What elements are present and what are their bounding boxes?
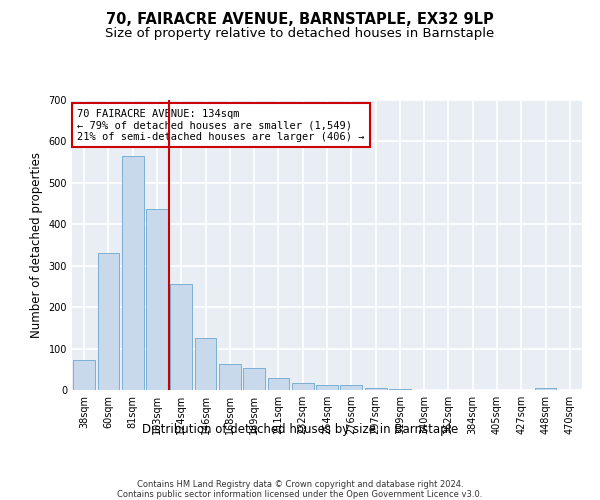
Bar [340, 386, 362, 390]
Bar [122, 156, 143, 390]
Bar [146, 209, 168, 390]
Bar [268, 378, 289, 390]
Bar [97, 254, 119, 390]
Bar [316, 384, 338, 390]
Bar [170, 284, 192, 390]
Text: 70, FAIRACRE AVENUE, BARNSTAPLE, EX32 9LP: 70, FAIRACRE AVENUE, BARNSTAPLE, EX32 9L… [106, 12, 494, 28]
Text: Distribution of detached houses by size in Barnstaple: Distribution of detached houses by size … [142, 422, 458, 436]
Y-axis label: Number of detached properties: Number of detached properties [30, 152, 43, 338]
Bar [292, 383, 314, 390]
Bar [219, 364, 241, 390]
Text: Size of property relative to detached houses in Barnstaple: Size of property relative to detached ho… [106, 28, 494, 40]
Bar [73, 360, 95, 390]
Text: 70 FAIRACRE AVENUE: 134sqm
← 79% of detached houses are smaller (1,549)
21% of s: 70 FAIRACRE AVENUE: 134sqm ← 79% of deta… [77, 108, 365, 142]
Bar [194, 338, 217, 390]
Bar [365, 388, 386, 390]
Text: Contains HM Land Registry data © Crown copyright and database right 2024.
Contai: Contains HM Land Registry data © Crown c… [118, 480, 482, 500]
Bar [389, 389, 411, 390]
Bar [243, 368, 265, 390]
Bar [535, 388, 556, 390]
